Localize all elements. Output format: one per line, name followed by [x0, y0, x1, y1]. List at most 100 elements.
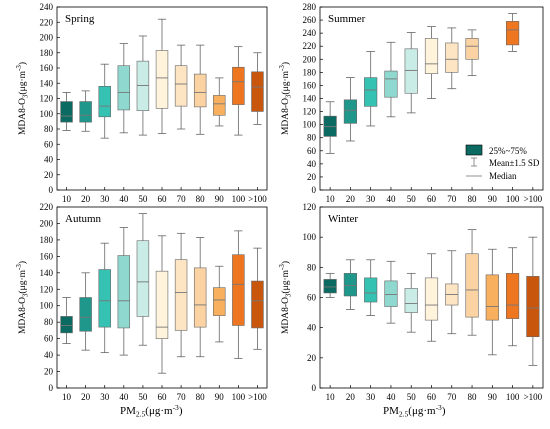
- iqr-box-spring-80: [193, 73, 207, 108]
- iqr-box-summer-40: [384, 70, 398, 98]
- y-tick-label-autumn-0: 0: [49, 383, 54, 393]
- y-tick-label-spring-80: 80: [44, 124, 54, 134]
- iqr-box-winter-30: [364, 277, 378, 303]
- y-tick-label-spring-0: 0: [49, 185, 54, 195]
- iqr-box-winter-100: [506, 273, 520, 319]
- box-summer-70: [445, 27, 459, 90]
- y-tick-label-summer-0: 0: [312, 185, 317, 195]
- x-tick-label-autumn-100: >100: [248, 392, 267, 402]
- iqr-box-autumn-90: [213, 287, 226, 316]
- y-tick-label-autumn-60: 60: [44, 334, 54, 344]
- iqr-box-autumn-60: [155, 270, 169, 339]
- y-tick-label-spring-60: 60: [44, 139, 54, 149]
- box-autumn-100: [232, 230, 245, 359]
- y-tick-label-summer-100: 100: [303, 120, 317, 130]
- x-tick-label-spring-20: 20: [81, 194, 91, 204]
- panel-spring: 0 20 40 60 80 100 120 140 160 180 200 220 240 10 20 30 4…: [15, 2, 268, 204]
- y-axis-label-spring: MDA8-O3(μg·m-3): [15, 62, 30, 135]
- iqr-box-spring-60: [155, 50, 169, 109]
- y-tick-label-winter-80: 80: [307, 262, 317, 272]
- box-spring-30: [98, 63, 111, 139]
- x-tick-label-summer-60: 60: [427, 194, 437, 204]
- x-tick-label-summer-70: 70: [447, 194, 457, 204]
- x-tick-label-winter-10: 10: [326, 392, 336, 402]
- box-summer-40: [384, 41, 398, 118]
- iqr-box-autumn-50: [136, 240, 150, 317]
- panel-summer: 0 20 40 60 80 100 120 140 160 180 200 220 240 260 280 1…: [278, 2, 544, 204]
- box-summer-60: [424, 26, 439, 99]
- box-summer-10: [323, 101, 337, 154]
- legend-whisker-swatch: [471, 157, 477, 167]
- x-tick-label-summer-10: 10: [326, 194, 336, 204]
- y-tick-label-autumn-40: 40: [44, 350, 54, 360]
- iqr-box-summer-20: [343, 99, 357, 124]
- iqr-box-winter-20: [343, 273, 357, 297]
- iqr-box-summer-100: [506, 21, 520, 46]
- box-summer-100: [506, 13, 520, 52]
- y-tick-label-spring-200: 200: [40, 33, 54, 43]
- x-tick-label-winter-40: 40: [386, 392, 396, 402]
- box-spring-50: [136, 35, 150, 136]
- y-tick-label-winter-20: 20: [307, 353, 317, 363]
- x-tick-label-spring-10: 10: [62, 194, 72, 204]
- iqr-box-winter-40: [384, 280, 398, 307]
- box-winter-10: [323, 272, 337, 298]
- y-tick-label-summer-80: 80: [307, 133, 317, 143]
- iqr-box-spring-100: [232, 66, 245, 105]
- iqr-box-summer-60: [424, 38, 439, 74]
- box-autumn-20: [79, 272, 92, 351]
- iqr-box-winter-60: [424, 277, 439, 321]
- y-tick-label-summer-240: 240: [303, 28, 317, 38]
- box-spring-40: [117, 43, 131, 134]
- x-tick-label-winter-60: 60: [427, 392, 437, 402]
- box-winter-70: [445, 250, 459, 335]
- x-tick-label-spring-80: 80: [196, 194, 206, 204]
- y-tick-label-summer-280: 280: [303, 2, 317, 12]
- x-tick-label-summer-100: >100: [524, 194, 543, 204]
- legend-box-label: 25%~75%: [489, 146, 527, 156]
- iqr-box-autumn-80: [193, 267, 207, 328]
- iqr-box-winter-10: [323, 279, 337, 294]
- iqr-box-winter-90: [485, 274, 499, 321]
- y-tick-label-summer-120: 120: [303, 107, 317, 117]
- iqr-box-summer-50: [404, 48, 418, 94]
- x-tick-label-spring-50: 50: [138, 194, 148, 204]
- iqr-box-winter-80: [465, 253, 479, 318]
- y-tick-label-winter-0: 0: [312, 383, 317, 393]
- iqr-box-autumn-70: [174, 259, 188, 331]
- box-winter-30: [364, 259, 378, 317]
- y-axis-label-summer: MDA8-O3(μg·m-3): [278, 62, 293, 135]
- x-tick-label-autumn-20: 20: [81, 392, 91, 402]
- box-winter-60: [424, 253, 439, 342]
- iqr-box-spring-40: [117, 65, 131, 111]
- box-autumn-50: [136, 213, 150, 346]
- legend-median-label: Median: [489, 171, 517, 181]
- box-spring-90: [213, 77, 226, 127]
- box-summer-80: [465, 29, 479, 77]
- y-tick-label-summer-140: 140: [303, 94, 317, 104]
- x-tick-label-summer-90: 90: [488, 194, 498, 204]
- x-tick-label-summer-40: 40: [386, 194, 396, 204]
- x-tick-label-winter-80: 80: [468, 392, 478, 402]
- x-tick-label-autumn-90: 90: [215, 392, 225, 402]
- x-tick-label-spring-30: 30: [100, 194, 110, 204]
- panel-title-summer: Summer: [328, 13, 366, 25]
- x-tick-label-autumn-70: 70: [177, 392, 187, 402]
- x-tick-label-summer-100: 100: [506, 194, 520, 204]
- box-summer-50: [404, 32, 418, 114]
- y-tick-label-spring-160: 160: [40, 63, 54, 73]
- legend-whisker-label: Mean±1.5 SD: [489, 158, 540, 168]
- x-tick-label-spring-60: 60: [158, 194, 168, 204]
- y-tick-label-spring-100: 100: [40, 109, 54, 119]
- y-axis-label-winter: MDA8-O3(μg·m-3): [278, 261, 293, 334]
- y-tick-label-winter-60: 60: [307, 293, 317, 303]
- x-tick-label-summer-30: 30: [366, 194, 376, 204]
- x-tick-label-winter-30: 30: [366, 392, 376, 402]
- box-autumn-90: [213, 265, 226, 343]
- y-tick-label-spring-180: 180: [40, 48, 54, 58]
- box-autumn-60: [155, 235, 169, 374]
- iqr-box-winter-100: [526, 276, 540, 338]
- x-tick-label-summer-80: 80: [468, 194, 478, 204]
- box-spring-20: [79, 90, 92, 132]
